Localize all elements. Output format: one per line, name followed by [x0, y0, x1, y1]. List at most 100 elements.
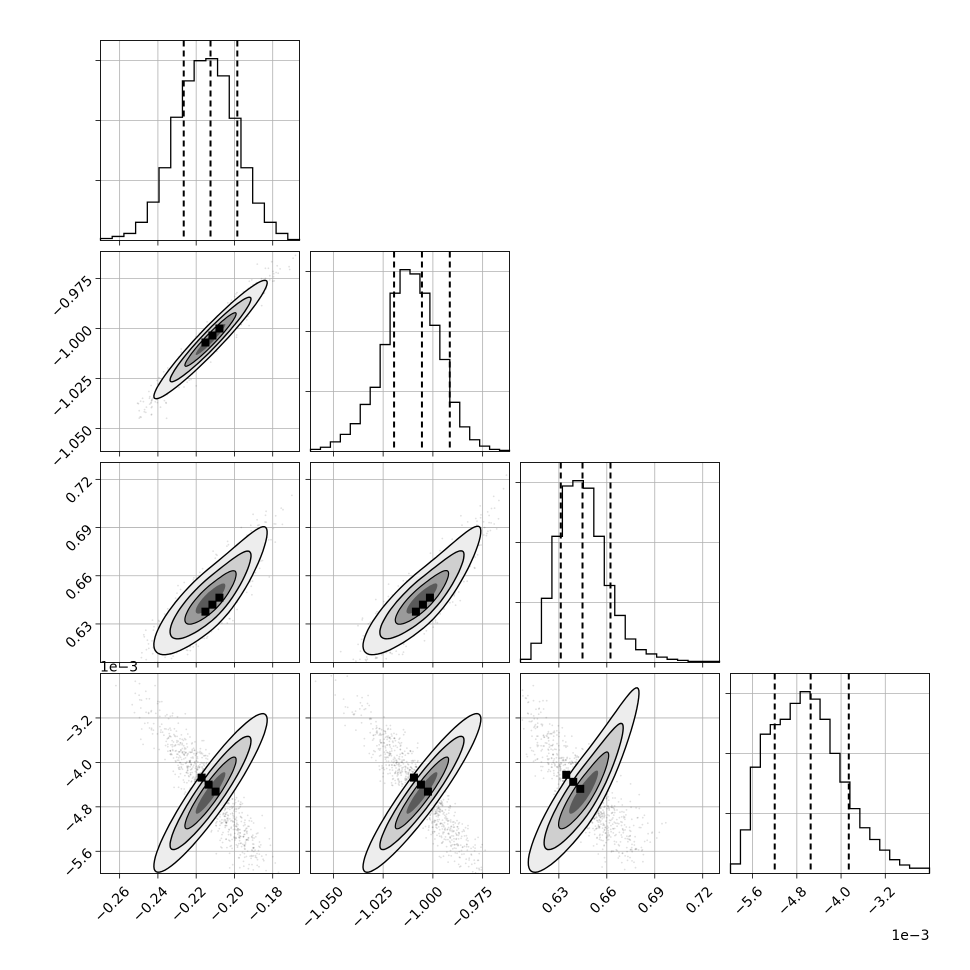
- sample-point: [227, 807, 229, 810]
- sample-point: [392, 761, 395, 764]
- sample-point: [447, 812, 450, 814]
- sample-point: [447, 826, 450, 829]
- sample-point: [174, 735, 177, 738]
- sample-point: [210, 829, 213, 832]
- sample-point: [438, 814, 441, 817]
- sample-point: [194, 754, 197, 757]
- sample-point: [490, 915, 492, 917]
- sample-point: [173, 727, 176, 730]
- sample-point: [248, 280, 251, 283]
- sample-point: [394, 764, 397, 767]
- sample-point: [536, 741, 539, 744]
- sample-point: [618, 844, 621, 847]
- sample-point: [228, 852, 231, 855]
- sample-point: [594, 825, 597, 827]
- sample-point: [256, 852, 258, 855]
- sample-point: [474, 889, 476, 891]
- sample-point: [370, 756, 373, 759]
- sample-point: [379, 754, 382, 757]
- sample-point: [239, 803, 242, 806]
- sample-point: [382, 733, 385, 736]
- sample-point: [186, 733, 189, 735]
- sample-point: [455, 847, 457, 850]
- sample-point: [458, 821, 461, 824]
- sample-point: [187, 772, 189, 775]
- sample-point: [145, 697, 148, 700]
- x-tick-label: 0.63: [539, 884, 572, 917]
- sample-point: [246, 830, 248, 833]
- sample-point: [390, 750, 393, 752]
- sample-point: [388, 768, 391, 771]
- sample-point: [241, 811, 244, 814]
- sample-point: [183, 750, 186, 753]
- sample-point: [194, 741, 196, 743]
- sample-point: [169, 729, 172, 731]
- sample-point: [381, 765, 383, 767]
- sample-point: [145, 648, 148, 651]
- sample-point: [452, 823, 455, 826]
- sample-point: [538, 707, 541, 710]
- sample-point: [194, 776, 197, 779]
- density-peak-cell: [215, 324, 224, 333]
- sample-point: [353, 713, 356, 715]
- sample-point: [189, 773, 192, 776]
- sample-point: [175, 756, 178, 759]
- sample-point: [150, 401, 153, 404]
- sample-point: [396, 775, 399, 777]
- sample-point: [184, 791, 187, 793]
- sample-point: [143, 408, 146, 411]
- sample-point: [239, 854, 242, 856]
- sample-point: [244, 843, 247, 845]
- sample-point: [352, 658, 355, 661]
- sample-point: [536, 722, 539, 725]
- sample-point: [222, 812, 225, 815]
- sample-point: [401, 768, 404, 771]
- sample-point: [374, 612, 377, 615]
- sample-point: [235, 829, 238, 831]
- sample-point: [342, 698, 345, 700]
- sample-point: [177, 767, 180, 769]
- sample-point: [270, 538, 272, 541]
- sample-point: [379, 733, 381, 736]
- y-tick-label: −1.025: [48, 373, 96, 421]
- sample-point: [177, 757, 180, 759]
- sample-point: [436, 824, 438, 826]
- sample-point: [431, 826, 434, 829]
- sample-point: [389, 746, 392, 748]
- sample-point: [172, 770, 175, 773]
- sample-point: [540, 761, 543, 763]
- sample-point: [540, 765, 542, 768]
- sample-point: [387, 727, 390, 730]
- sample-point: [447, 854, 450, 857]
- sample-point: [151, 398, 154, 401]
- sample-point: [148, 727, 151, 729]
- sample-point: [368, 752, 371, 755]
- sample-point: [442, 813, 445, 815]
- sample-point: [181, 742, 184, 745]
- density-peak-cell: [423, 787, 432, 796]
- sample-point: [465, 845, 468, 848]
- x-tick-label: −0.975: [448, 884, 496, 932]
- sample-point: [236, 608, 239, 611]
- sample-point: [193, 749, 196, 752]
- sample-point: [402, 651, 405, 653]
- sample-point: [615, 818, 618, 821]
- sample-point: [601, 834, 604, 836]
- sample-point: [441, 804, 444, 806]
- sample-point: [613, 808, 616, 810]
- sample-point: [402, 643, 405, 646]
- sample-point: [233, 808, 236, 811]
- sample-point: [452, 821, 455, 823]
- sample-point: [199, 766, 201, 768]
- sample-point: [241, 843, 244, 846]
- sample-point: [252, 846, 255, 849]
- sample-point: [378, 727, 381, 730]
- sample-point: [480, 866, 483, 869]
- sample-point: [223, 818, 226, 821]
- sample-point: [346, 675, 349, 678]
- sample-point: [196, 768, 199, 771]
- x-tick-label: 0.69: [635, 884, 668, 917]
- sample-point: [195, 385, 198, 387]
- sample-point: [196, 767, 199, 770]
